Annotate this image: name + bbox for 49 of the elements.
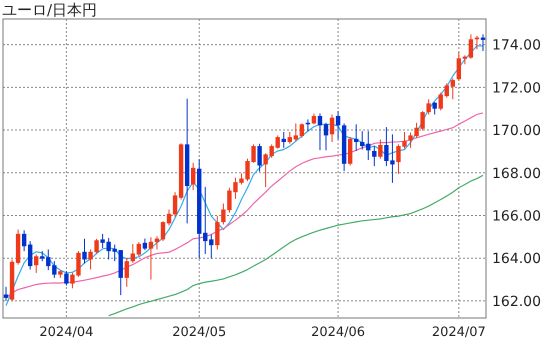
x-tick-label: 2024/05 xyxy=(172,325,226,340)
candlestick xyxy=(124,257,129,288)
y-tick-label: 166.00 xyxy=(492,208,541,224)
x-tick-label: 2024/07 xyxy=(432,325,486,340)
candlestick xyxy=(239,172,244,186)
line-series xyxy=(108,174,484,316)
candlestick xyxy=(456,51,462,82)
candlestick xyxy=(330,114,334,143)
candlestick xyxy=(480,34,486,52)
line-series xyxy=(5,112,484,299)
candlestick xyxy=(306,118,310,132)
x-tick-label: 2024/04 xyxy=(39,325,94,340)
candlestick xyxy=(76,250,81,278)
candlestick xyxy=(166,209,172,226)
x-tick-label: 2024/06 xyxy=(311,325,366,340)
candlestick xyxy=(312,113,316,125)
y-tick-label: 172.00 xyxy=(492,80,541,96)
candlestick xyxy=(245,158,250,182)
candlestick xyxy=(64,270,69,286)
y-tick-label: 170.00 xyxy=(492,123,541,140)
candlestick xyxy=(378,138,383,160)
candlestick xyxy=(432,102,437,115)
candlestick xyxy=(257,143,262,172)
candlestick xyxy=(94,238,99,254)
y-tick-label: 162.00 xyxy=(492,294,541,310)
y-tick-label: 168.00 xyxy=(492,166,541,182)
candlestick xyxy=(396,144,401,174)
candlestick xyxy=(215,216,220,250)
candlestick xyxy=(336,110,340,140)
candlestick xyxy=(426,98,431,115)
candlestick xyxy=(318,112,322,151)
candlestick xyxy=(160,220,166,242)
candlestick xyxy=(282,131,286,148)
candlestick xyxy=(408,132,413,148)
y-tick-label: 174.00 xyxy=(492,38,541,54)
chart-title: ユーロ/日本円 xyxy=(2,1,98,19)
candlestick xyxy=(34,254,38,274)
y-tick-label: 164.00 xyxy=(492,251,541,268)
candlestick xyxy=(142,238,148,251)
candlestick xyxy=(324,122,328,151)
candlestick xyxy=(4,286,8,302)
candlestick xyxy=(474,35,480,50)
candlestick xyxy=(70,272,75,289)
candlestick xyxy=(251,144,256,164)
candlestick xyxy=(402,131,407,150)
candlestick xyxy=(190,162,196,191)
candlestick xyxy=(354,124,358,152)
candlestick xyxy=(372,146,377,167)
candlestick xyxy=(148,236,154,280)
